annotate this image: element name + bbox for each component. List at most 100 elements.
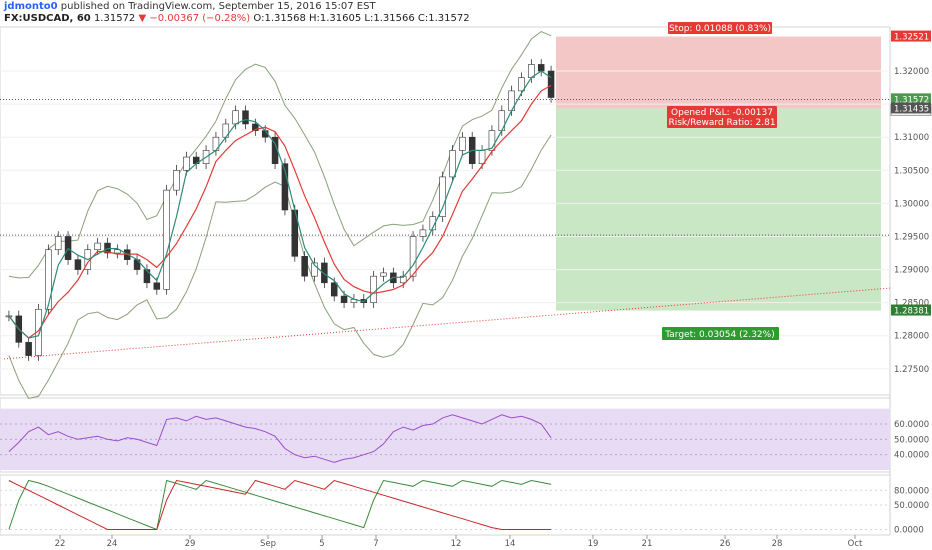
entry-price-tag: 1.31435 — [894, 104, 929, 114]
candle-body — [74, 259, 82, 270]
last-price: 1.31572 — [93, 13, 136, 24]
candle-body — [488, 130, 496, 151]
time-tick-label: Sep — [260, 539, 276, 549]
time-tick-label: 7 — [373, 539, 378, 549]
aroon-axis: 80.0000 50.0000 0.0000 — [894, 486, 929, 535]
stop-label-box: Stop: 0.01088 (0.83%) — [668, 22, 772, 34]
time-tick-label: 28 — [772, 539, 783, 549]
candle-body — [518, 77, 525, 92]
author-name[interactable]: jdmonto0 — [4, 1, 58, 12]
price-tick-label: 1.28000 — [894, 332, 929, 342]
candle-body — [399, 275, 407, 284]
candle-body — [173, 169, 180, 191]
time-tick-label: 22 — [55, 539, 66, 549]
aroon-down-line — [8, 479, 552, 530]
candle-body — [547, 70, 555, 98]
candle-body — [380, 272, 387, 277]
candle-body — [449, 150, 456, 178]
rsi-tick-label: 50.0000 — [894, 435, 929, 445]
candle-body — [143, 269, 151, 284]
price-tags: 1.32521 1.31572 52:36 1.31435 1.28381 — [890, 30, 932, 317]
aroon-tick-label: 0.0000 — [894, 526, 924, 536]
symbol-label[interactable]: FX:USDCAD, 60 — [4, 13, 91, 24]
current-price-tag: 1.31572 — [894, 95, 929, 105]
candle-body — [232, 110, 239, 125]
stop-label: Stop: 0.01088 (0.83%) — [669, 24, 771, 34]
publish-text: published on TradingView.com, September … — [60, 1, 376, 12]
candle-body — [153, 282, 161, 290]
time-tick-label: Oct — [848, 539, 863, 549]
candle-body — [429, 216, 437, 231]
candle-body — [114, 249, 121, 254]
candle-body — [183, 156, 190, 171]
candle-body — [54, 236, 62, 251]
time-tick-label: 19 — [588, 539, 599, 549]
rsi-levels — [0, 423, 890, 456]
candle-body — [459, 136, 466, 151]
rsi-axis: 60.0000 50.0000 40.0000 — [894, 420, 929, 461]
bollinger-lower — [8, 134, 552, 399]
candle-body — [409, 236, 417, 277]
price-tick-label: 1.30000 — [894, 199, 929, 209]
target-label: Target: 0.03054 (2.32%) — [664, 330, 774, 340]
candle-body — [163, 189, 170, 290]
candle-body — [478, 150, 486, 164]
price-tick-label: 1.28500 — [894, 299, 929, 309]
time-tick-label: 12 — [451, 539, 462, 549]
trend-line[interactable] — [3, 287, 891, 360]
candle-body — [301, 256, 308, 277]
candle-body — [537, 64, 545, 72]
bollinger-bands — [8, 31, 552, 399]
candle-body — [419, 229, 427, 237]
bollinger-upper — [8, 31, 552, 279]
aroon-up-line — [8, 479, 552, 531]
time-tick-label: 5 — [319, 539, 324, 549]
candle-body — [281, 163, 289, 211]
candle-body — [94, 242, 101, 251]
candle-body — [311, 262, 318, 277]
aroon-tick-label: 80.0000 — [894, 486, 929, 496]
pnl-label: Opened P&L: -0.00137 — [671, 108, 773, 118]
take-profit-zone[interactable] — [556, 108, 881, 311]
rsi-line — [8, 414, 552, 463]
rsi-tick-label: 40.0000 — [894, 451, 929, 461]
price-gridlines — [0, 70, 890, 370]
publish-info: jdmonto0 published on TradingView.com, S… — [4, 1, 376, 12]
symbol-legend: FX:USDCAD, 60 1.31572 ▼ −0.00367 (−0.28%… — [4, 13, 470, 24]
time-tick-label: 24 — [107, 539, 118, 549]
candlesticks — [5, 59, 555, 361]
target-label-box: Target: 0.03054 (2.32%) — [662, 327, 779, 340]
moving-average-fast — [8, 70, 552, 339]
target-price-tag: 1.28381 — [894, 307, 929, 317]
candle-body — [25, 342, 32, 356]
candle-body — [370, 275, 377, 303]
candle-body — [330, 282, 338, 297]
price-tick-label: 1.30500 — [894, 166, 929, 176]
stop-loss-zone[interactable] — [556, 36, 881, 109]
time-tick-label: 29 — [185, 539, 196, 549]
price-change: ▼ −0.00367 (−0.28%) — [138, 13, 251, 24]
price-tick-label: 1.29000 — [894, 266, 929, 276]
ohlc-values: O:1.31568 H:1.31605 L:1.31566 C:1.31572 — [253, 13, 470, 24]
time-tick-label: 26 — [720, 539, 731, 549]
candle-body — [252, 123, 259, 131]
price-tick-label: 1.27500 — [894, 365, 929, 375]
time-tick-label: 21 — [642, 539, 653, 549]
risk-reward-label: Risk/Reward Ratio: 2.81 — [668, 118, 775, 128]
candle-body — [242, 110, 249, 125]
moving-average-slow — [8, 84, 552, 339]
candle-body — [321, 262, 328, 284]
candle-body — [340, 295, 348, 303]
stop-price-tag: 1.32521 — [894, 33, 929, 43]
price-tick-label: 1.31000 — [894, 133, 929, 143]
price-tick-label: 1.32000 — [894, 67, 929, 77]
rsi-tick-label: 60.0000 — [894, 420, 929, 430]
pnl-label-box: Opened P&L: -0.00137 Risk/Reward Ratio: … — [667, 106, 777, 128]
price-tick-label: 1.29500 — [894, 232, 929, 242]
time-axis: 22 24 29 Sep 5 7 12 14 19 21 26 28 Oct — [55, 535, 863, 549]
time-tick-label: 14 — [505, 539, 516, 549]
aroon-tick-label: 50.0000 — [894, 501, 929, 511]
aroon-levels — [0, 489, 890, 531]
